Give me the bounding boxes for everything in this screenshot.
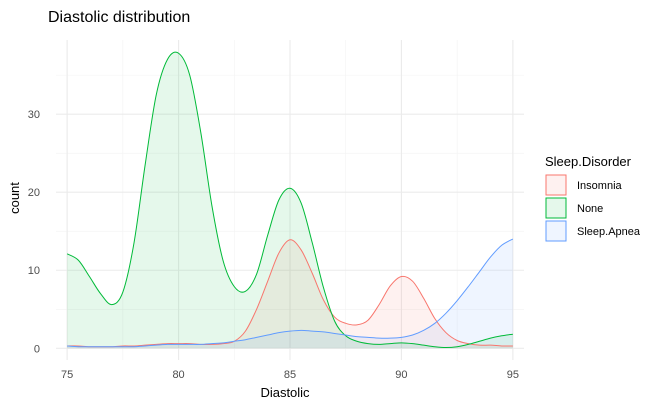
x-axis-title: Diastolic [260,385,310,400]
series-line-none [66,51,513,349]
series-line-insomnia [67,239,513,348]
y-axis-title: count [7,182,22,214]
legend-key-bg-none [545,197,567,219]
grid [56,40,524,360]
legend: Sleep.Disorder Insomnia None Sleep.Apnea [545,154,641,242]
x-tick-label: 95 [507,369,519,381]
x-tick-label: 80 [172,369,184,381]
density-lines [66,51,514,349]
x-tick-label: 90 [395,369,407,381]
series-area-sleep-apnea [67,239,513,349]
legend-key-sleep-apnea [545,220,567,242]
density-areas [67,52,513,349]
x-tick-label: 75 [61,369,73,381]
x-tick-label: 85 [284,369,296,381]
y-tick-label: 0 [34,343,40,355]
legend-key-bg-sleep-apnea [545,220,567,242]
legend-key-none [545,197,567,219]
legend-label-sleep-apnea: Sleep.Apnea [577,226,641,238]
y-tick-label: 10 [28,265,40,277]
legend-label-insomnia: Insomnia [577,180,623,192]
chart-title: Diastolic distribution [48,9,190,26]
series-area-insomnia [67,239,513,349]
series-line-sleep-apnea [67,238,514,348]
series-area-none [67,52,513,349]
legend-key-insomnia [545,174,567,196]
y-tick-label: 20 [28,187,40,199]
legend-title: Sleep.Disorder [545,154,632,169]
x-axis-ticks: 75 80 85 90 95 [61,369,519,381]
legend-label-none: None [577,203,603,215]
y-axis-ticks: 0 10 20 30 [28,109,40,355]
legend-key-bg-insomnia [545,174,567,196]
y-tick-label: 30 [28,109,40,121]
